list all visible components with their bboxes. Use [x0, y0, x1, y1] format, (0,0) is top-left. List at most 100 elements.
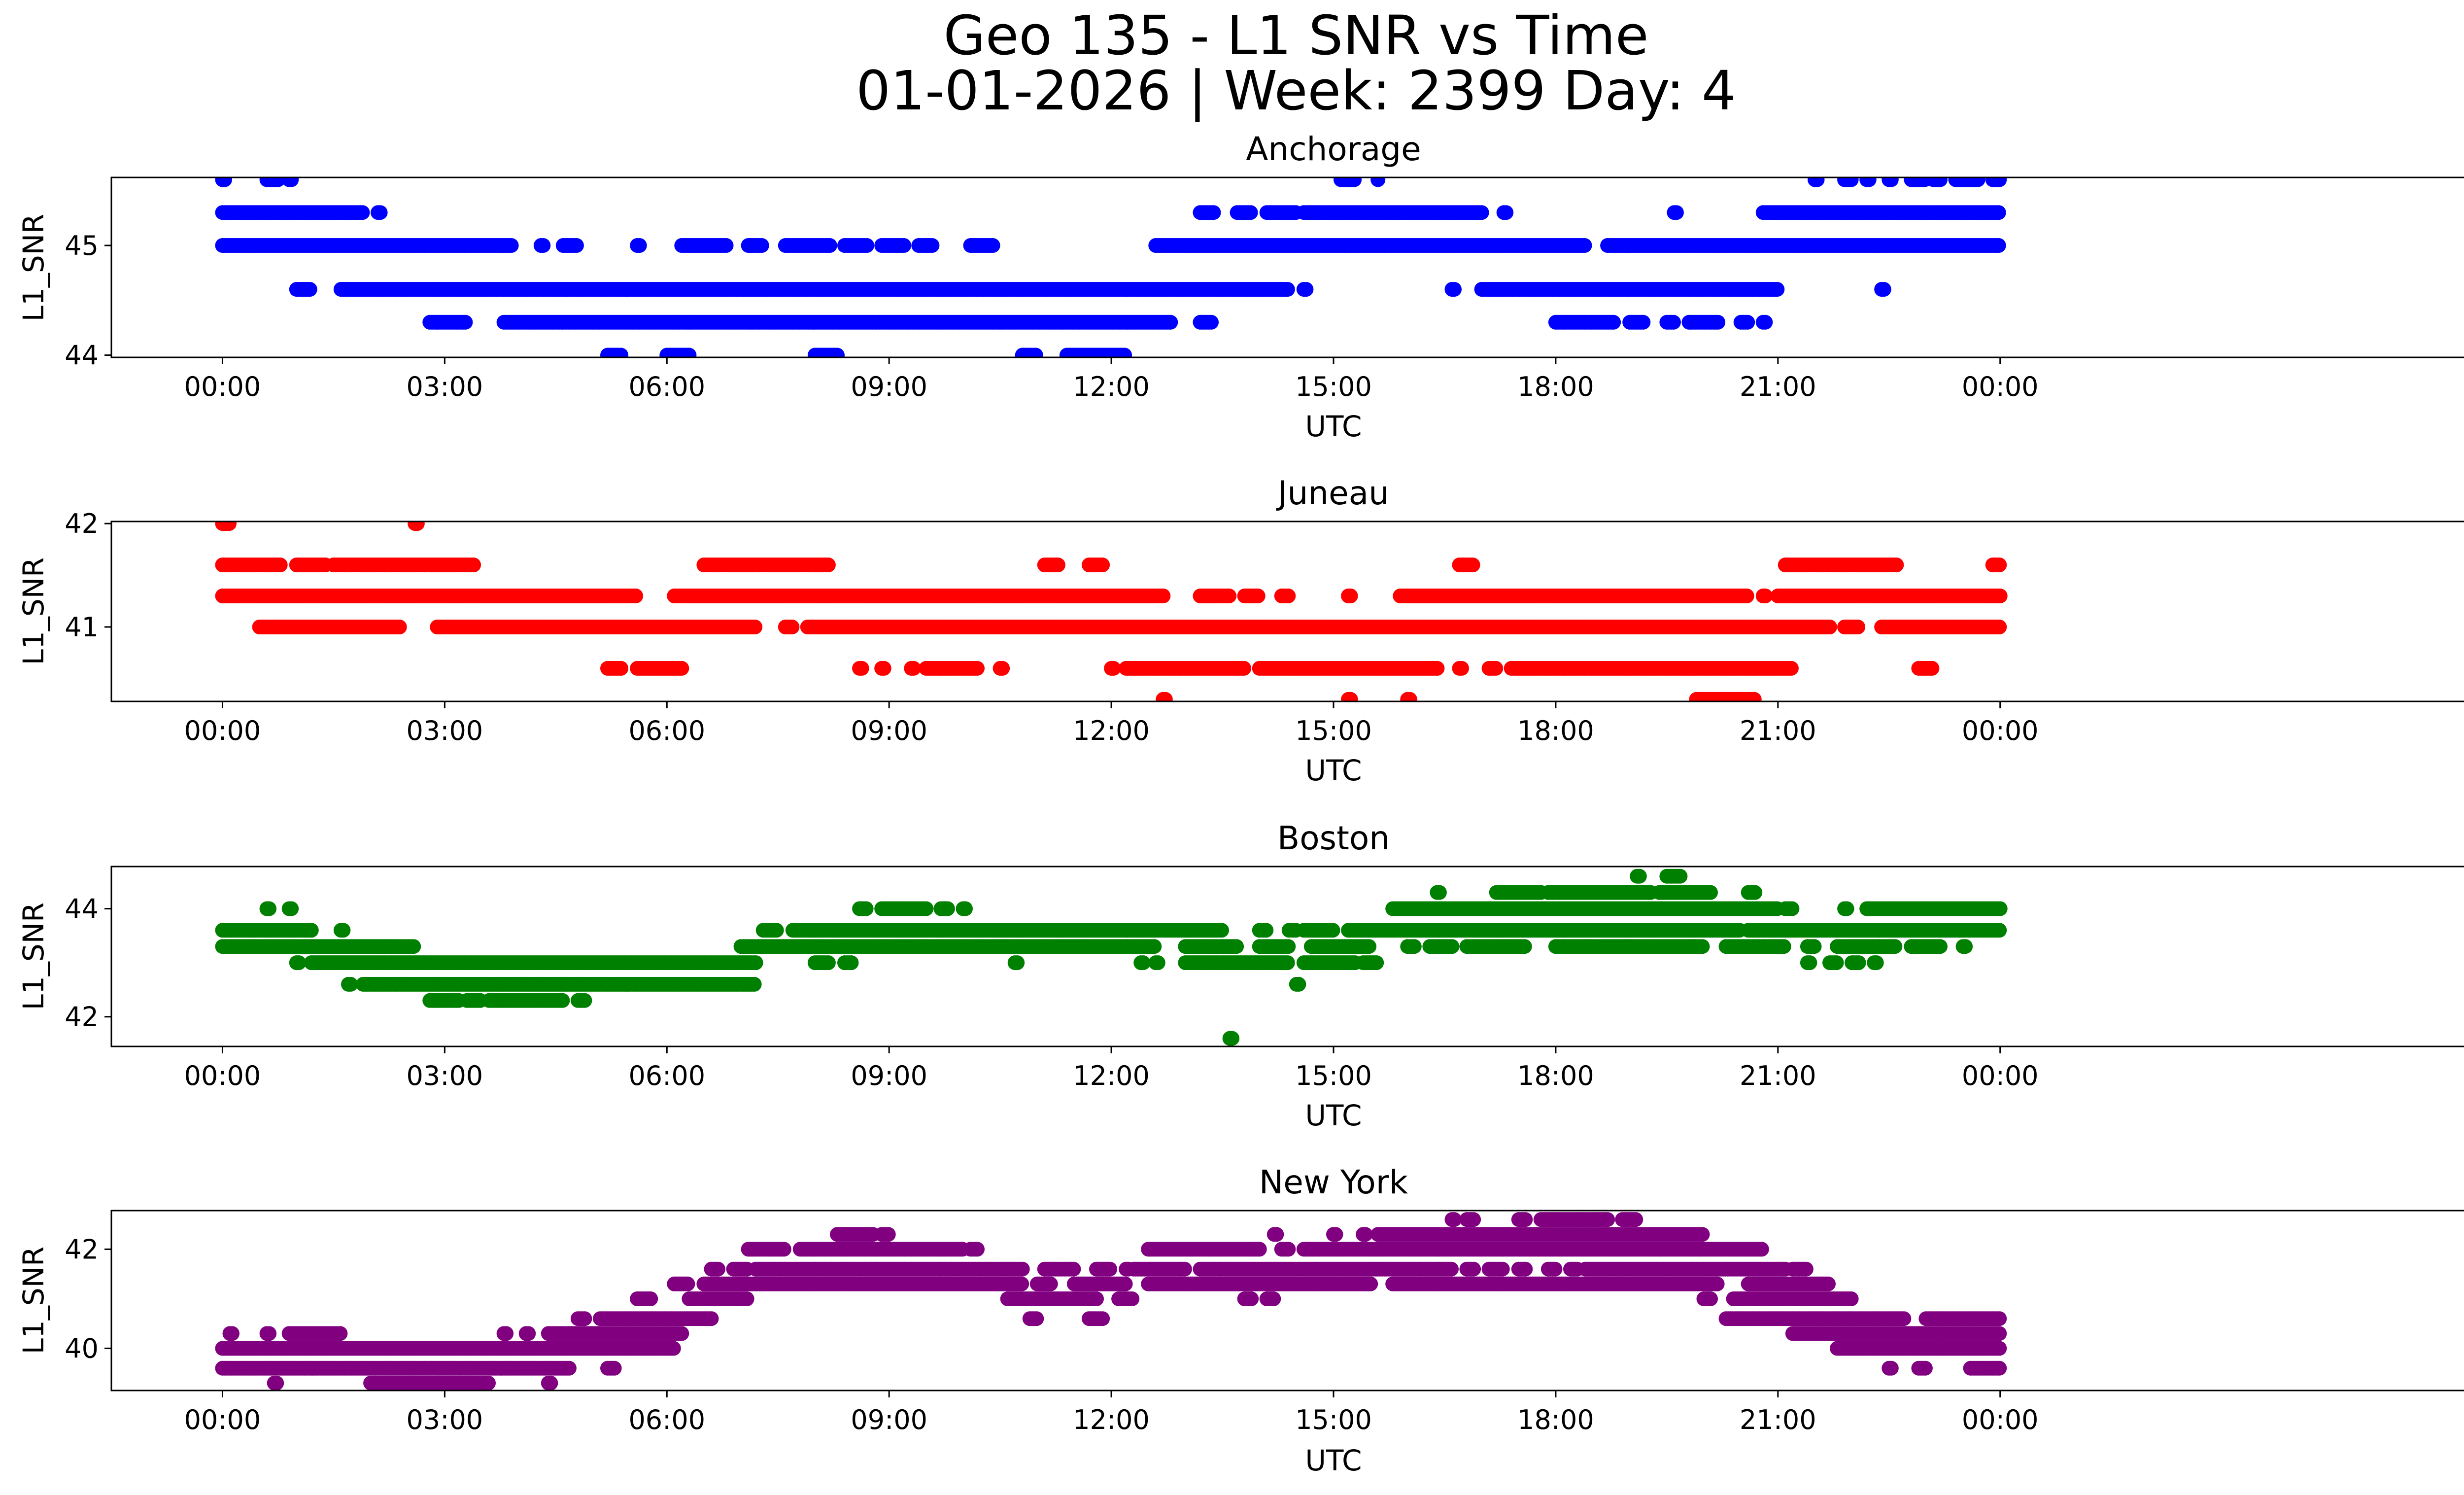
x-tick-label: 18:00 [1517, 371, 1594, 402]
data-point [1933, 177, 1948, 187]
plot-area-boston: 00:00 03:00 06:00 09:00 12:00 15:00 18:00 21:00… [65, 866, 2464, 1091]
data-point [569, 238, 584, 253]
x-axis-label: UTC [1305, 754, 1362, 787]
data-point [906, 661, 921, 676]
data-point [1343, 692, 1358, 701]
data-point [1673, 869, 1688, 884]
data-point [682, 348, 697, 357]
data-point [1770, 282, 1785, 297]
data-point [1204, 314, 1219, 330]
x-tick-label: 03:00 [407, 371, 483, 402]
data-point [1117, 348, 1132, 357]
data-point [1430, 661, 1445, 676]
data-point [1050, 557, 1065, 573]
data-point [970, 661, 985, 676]
data-point [995, 661, 1010, 676]
data-point [392, 620, 407, 634]
data-point [273, 557, 288, 573]
data-point [1992, 557, 2007, 573]
data-point [940, 901, 955, 916]
data-point [410, 522, 425, 531]
data-point [1632, 869, 1647, 884]
y-tick-label: 41 [65, 612, 99, 643]
data-point [1711, 314, 1726, 330]
x-tick-label: 12:00 [1073, 371, 1150, 402]
x-tick-label: 21:00 [1740, 371, 1816, 402]
data-point [373, 205, 388, 220]
data-point [1432, 885, 1447, 900]
data-point [304, 923, 319, 938]
data-point [628, 589, 644, 603]
data-point [859, 238, 875, 253]
data-point [222, 522, 237, 531]
data-point [336, 923, 351, 938]
data-point [1606, 314, 1621, 330]
data-point [1844, 177, 1859, 187]
plot-area-anchorage: 00:00 03:00 06:00 09:00 12:00 15:00 18:00 21:00… [65, 176, 2464, 402]
data-point [1222, 589, 1237, 603]
data-point [1299, 282, 1314, 297]
y-tick-label: 45 [65, 230, 99, 261]
data-point [854, 661, 869, 676]
data-point [1783, 661, 1799, 676]
data-point [785, 620, 800, 634]
data-point [1156, 589, 1171, 603]
plot-area-juneau: 00:00 03:00 06:00 09:00 12:00 15:00 18:00 21:00… [65, 508, 2464, 746]
data-point [1924, 661, 1940, 676]
panel-boston: Boston L1_SNR UTC [17, 819, 1390, 1132]
x-tick-label: 15:00 [1295, 715, 1372, 746]
data-point [919, 901, 934, 916]
data-point [985, 238, 1000, 253]
data-point [1746, 692, 1762, 701]
data-point [1739, 589, 1754, 603]
y-tick-label: 42 [65, 508, 99, 539]
data-point [1106, 661, 1121, 676]
data-point [1822, 620, 1837, 634]
data-point [958, 901, 973, 916]
x-tick-label: 00:00 [184, 371, 261, 402]
panel-title: Juneau [1276, 474, 1389, 512]
panel-title: Boston [1277, 819, 1390, 857]
data-point [821, 557, 836, 573]
scatter-series [215, 522, 2008, 701]
y-tick-label: 44 [65, 340, 99, 371]
data-point [1669, 205, 1684, 220]
data-point [1163, 314, 1178, 330]
data-point [1883, 177, 1899, 187]
x-tick-label: 12:00 [1073, 715, 1150, 746]
data-point [1636, 314, 1651, 330]
data-point [1028, 348, 1043, 357]
data-point [1325, 923, 1340, 938]
data-point [1343, 589, 1358, 603]
data-point [1250, 589, 1266, 603]
data-point [754, 238, 769, 253]
data-point [1243, 205, 1258, 220]
data-point [271, 177, 286, 187]
data-point [1703, 885, 1718, 900]
data-point [1992, 901, 2008, 916]
data-point [822, 238, 837, 253]
x-tick-label: 15:00 [1295, 371, 1372, 402]
x-axis-label: UTC [1305, 410, 1362, 443]
data-point [1499, 205, 1514, 220]
data-point [1991, 238, 2006, 253]
data-point [632, 238, 647, 253]
data-point [1889, 557, 1904, 573]
data-point [504, 238, 519, 253]
panel-anchorage: Anchorage L1_SNR UTC [17, 130, 1421, 443]
x-tick-label: 00:00 [1962, 715, 2039, 746]
data-point [536, 238, 551, 253]
data-point [830, 348, 845, 357]
data-point [1577, 238, 1592, 253]
y-axis-label: L1_SNR [17, 557, 50, 665]
data-point [1810, 177, 1825, 187]
data-point [1474, 205, 1489, 220]
data-point [1447, 282, 1462, 297]
data-point [1402, 692, 1417, 701]
data-point [1370, 177, 1386, 187]
data-point [1992, 589, 2008, 603]
x-axis-label: UTC [1305, 1099, 1362, 1132]
data-point [1214, 923, 1229, 938]
x-tick-label: 06:00 [628, 715, 705, 746]
data-point [1666, 314, 1681, 330]
